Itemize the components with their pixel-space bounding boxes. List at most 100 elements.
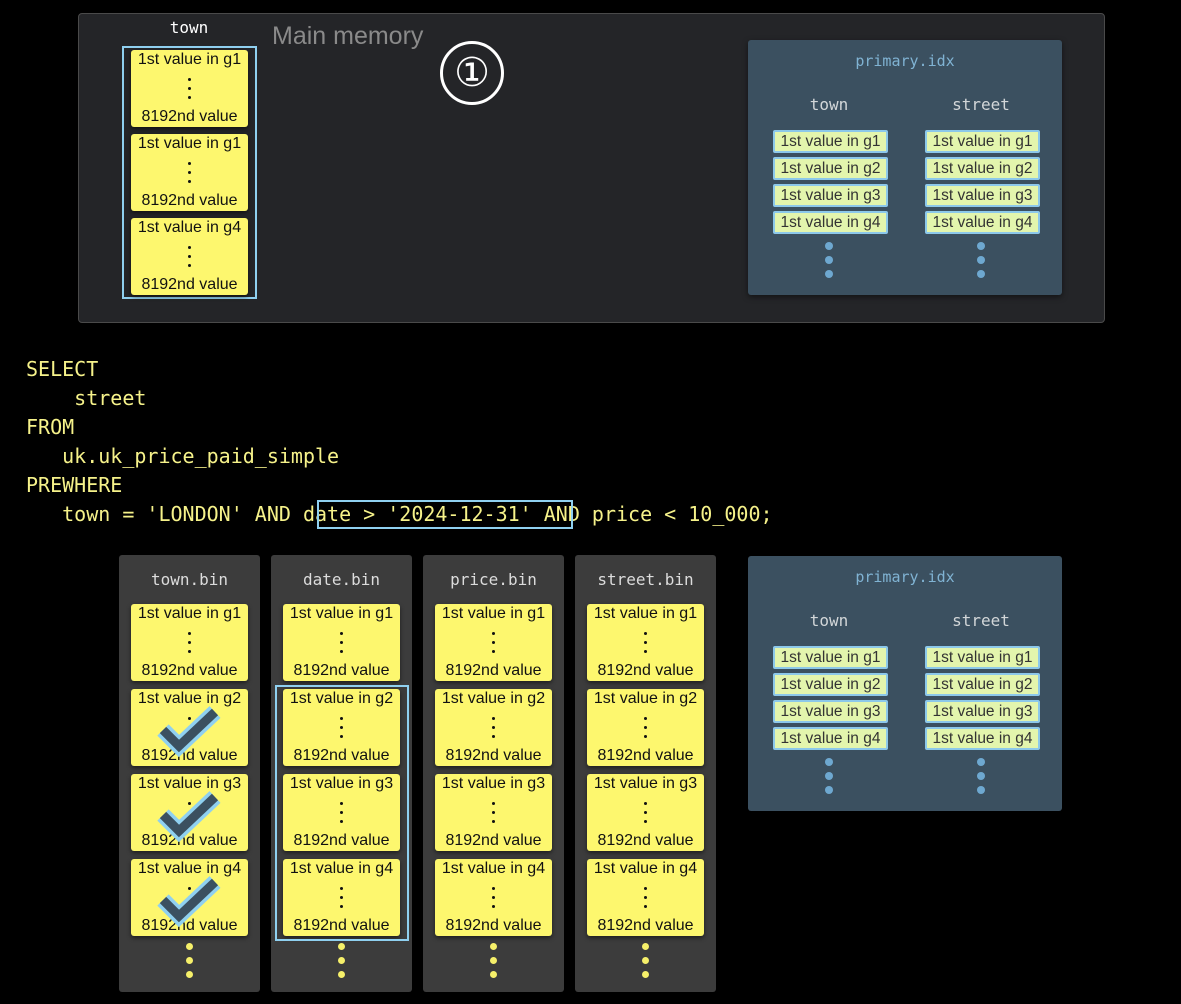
ellipsis-dot [338,957,345,964]
ellipsis-dot [186,971,193,978]
index-entry: 1st value in g1 [925,646,1040,669]
ellipsis-dot [644,650,647,653]
block-last-value: 8192nd value [141,108,238,125]
block-last-value: 8192nd value [141,192,238,209]
block-first-value: 1st value in g1 [137,605,242,622]
ellipsis-dot [492,717,495,720]
column-file-price-bin: price.bin 1st value in g1 8192nd value 1st … [423,555,564,992]
index-entry: 1st value in g3 [773,700,888,723]
ellipsis-dot [340,726,343,729]
ellipsis-dot [490,943,497,950]
checkmark-icon [157,876,221,927]
ellipsis-dot [340,717,343,720]
granule-block: 1st value in g1 8192nd value [435,604,552,681]
granule-block: 1st value in g2 8192nd value [131,689,248,766]
block-first-value: 1st value in g3 [137,775,242,792]
granule-block: 1st value in g4 8192nd value [435,859,552,936]
ellipsis-dot [977,772,985,780]
ellipsis-dot [492,887,495,890]
block-last-value: 8192nd value [597,747,694,764]
granule-block: 1st value in g1 8192nd value [283,604,400,681]
block-last-value: 8192nd value [293,917,390,934]
granule-block: 1st value in g3 8192nd value [283,774,400,851]
ellipsis-dot [825,786,833,794]
ellipsis-dot [340,735,343,738]
ellipsis-dot [644,632,647,635]
sql-line: PREWHERE [26,473,123,497]
block-first-value: 1st value in g1 [289,605,394,622]
index-entry: 1st value in g1 [773,130,888,153]
ellipsis-dot [188,717,191,720]
ellipsis-dot [642,971,649,978]
index-entry: 1st value in g4 [773,727,888,750]
memory-town-label: town [169,18,209,37]
ellipsis-dot [340,811,343,814]
checkmark-icon [157,791,221,842]
ellipsis-dot [186,943,193,950]
index-entry: 1st value in g1 [925,130,1040,153]
block-first-value: 1st value in g2 [137,690,242,707]
ellipsis-dot [642,957,649,964]
granule-block: 1st value in g3 8192nd value [587,774,704,851]
column-file-title: town.bin [150,570,229,589]
sql-line: street [26,386,147,410]
ellipsis-dot [977,758,985,766]
block-first-value: 1st value in g1 [137,51,242,68]
block-first-value: 1st value in g4 [593,860,698,877]
granule-block: 1st value in g1 8192nd value [587,604,704,681]
ellipsis-dot [340,632,343,635]
block-last-value: 8192nd value [293,747,390,764]
ellipsis-dot [186,957,193,964]
sql-highlight-box [317,500,573,529]
ellipsis-dot [492,726,495,729]
block-last-value: 8192nd value [445,917,542,934]
ellipsis-dot [188,246,191,249]
block-last-value: 8192nd value [597,832,694,849]
block-last-value: 8192nd value [141,917,238,934]
block-last-value: 8192nd value [141,747,238,764]
ellipsis-dot [188,162,191,165]
index-entry: 1st value in g4 [925,727,1040,750]
ellipsis-dot [340,650,343,653]
block-last-value: 8192nd value [141,832,238,849]
ellipsis-dot [188,171,191,174]
ellipsis-dot [492,820,495,823]
block-first-value: 1st value in g1 [593,605,698,622]
granule-block: 1st value in g2 8192nd value [587,689,704,766]
ellipsis-dot [644,905,647,908]
ellipsis-dot [977,242,985,250]
ellipsis-dot [338,971,345,978]
ellipsis-dot [977,270,985,278]
ellipsis-dot [492,735,495,738]
granule-block: 1st value in g1 8192nd value [131,134,248,211]
primary-index-panel: primary.idx town 1st value in g1 1st value … [748,40,1062,295]
index-entry: 1st value in g3 [925,700,1040,723]
ellipsis-dot [492,905,495,908]
ellipsis-dot [340,896,343,899]
index-column-header: street [952,611,1010,630]
ellipsis-dot [492,896,495,899]
block-first-value: 1st value in g2 [441,690,546,707]
block-last-value: 8192nd value [597,917,694,934]
block-last-value: 8192nd value [445,747,542,764]
block-last-value: 8192nd value [293,832,390,849]
block-first-value: 1st value in g3 [593,775,698,792]
ellipsis-dot [188,96,191,99]
index-column-header: street [952,95,1010,114]
index-entry: 1st value in g3 [773,184,888,207]
block-first-value: 1st value in g4 [137,219,242,236]
column-file-title: price.bin [450,570,537,589]
ellipsis-dot [188,632,191,635]
ellipsis-dot [492,632,495,635]
step-marker: ① [440,41,504,105]
granule-block: 1st value in g2 8192nd value [435,689,552,766]
ellipsis-dot [825,772,833,780]
ellipsis-dot [188,887,191,890]
sql-line: uk.uk_price_paid_simple [26,444,340,468]
ellipsis-dot [188,87,191,90]
ellipsis-dot [492,811,495,814]
ellipsis-dot [340,887,343,890]
ellipsis-dot [340,905,343,908]
column-file-title: date.bin [302,570,381,589]
index-entry: 1st value in g1 [773,646,888,669]
